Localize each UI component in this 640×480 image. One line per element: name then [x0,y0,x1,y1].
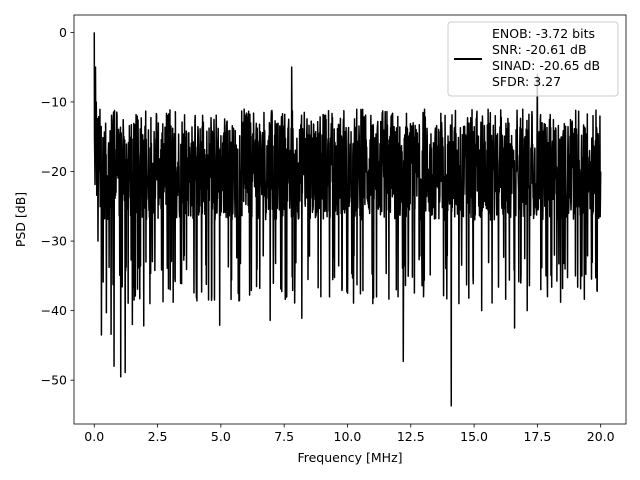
y-tick-label: −10 [41,94,67,109]
psd-series-line [93,32,602,407]
y-tick-label: −30 [41,234,67,249]
legend: ENOB: -3.72 bits SNR: -20.61 dB SINAD: -… [447,21,619,97]
y-tick-label: −20 [41,164,67,179]
axes-frame [73,14,627,425]
y-tick-label: 0 [59,25,67,40]
trace-layer [93,32,602,407]
x-tick-label: 20.0 [587,429,615,444]
legend-line-sfdr: SFDR: 3.27 [492,74,561,89]
x-axis-ticks: 0.0 2.5 5.0 7.5 10.0 12.5 15.0 17.5 20.0 [84,424,615,444]
legend-line-sinad: SINAD: -20.65 dB [492,58,600,73]
x-tick-label: 15.0 [460,429,488,444]
x-tick-label: 10.0 [334,429,362,444]
legend-line-enob: ENOB: -3.72 bits [492,26,595,41]
x-axis-label: Frequency [MHz] [297,450,402,465]
x-tick-label: 17.5 [523,429,551,444]
x-tick-label: 7.5 [274,429,294,444]
x-tick-label: 5.0 [211,429,231,444]
legend-box [447,21,619,97]
y-axis-ticks: 0 −10 −20 −30 −40 −50 [41,25,74,388]
y-tick-label: −40 [41,303,67,318]
x-tick-label: 0.0 [84,429,104,444]
x-tick-label: 2.5 [148,429,168,444]
legend-line-snr: SNR: -20.61 dB [492,42,587,57]
y-axis-label: PSD [dB] [13,192,28,247]
x-tick-label: 12.5 [397,429,425,444]
y-tick-label: −50 [41,373,67,388]
